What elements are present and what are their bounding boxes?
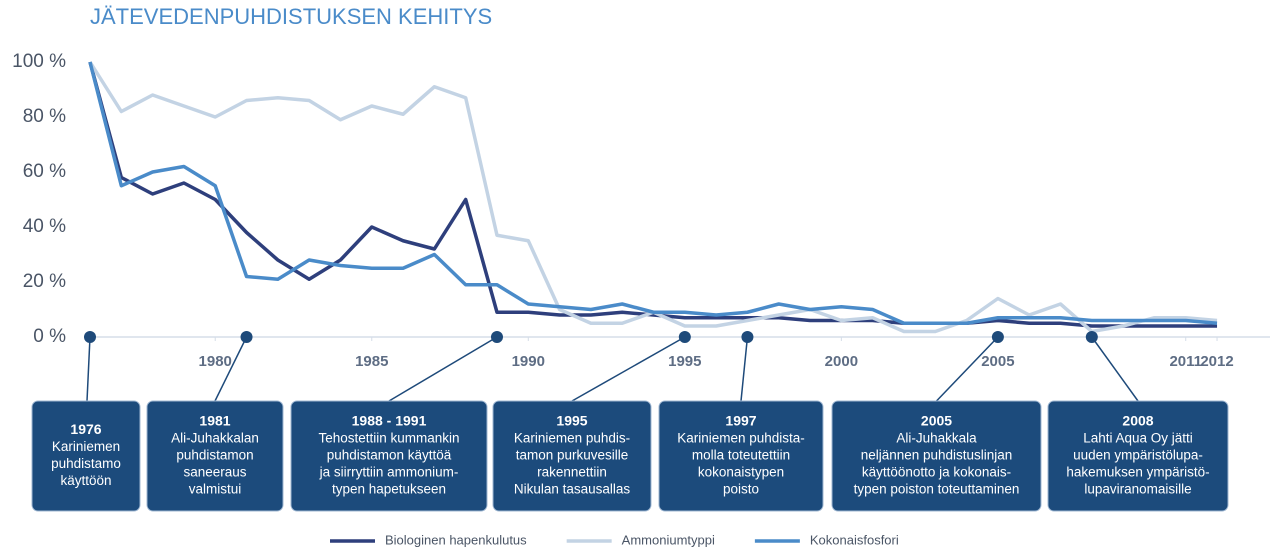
event-connector <box>388 336 498 402</box>
event-text: typen hapetukseen <box>332 482 446 497</box>
y-tick-label: 20 % <box>23 271 66 292</box>
event-connector <box>214 336 248 402</box>
event-marker <box>490 331 503 343</box>
event-text: typen poiston toteuttaminen <box>854 482 1020 497</box>
event-year: 1988 - 1991 <box>352 413 427 429</box>
event-text: neljännen puhdistuslinjan <box>861 448 1013 463</box>
event-text: kokonaistypen <box>698 465 784 480</box>
event-text: puhdistamon <box>176 448 253 463</box>
event-text: hakemuksen ympäristö- <box>1066 465 1209 480</box>
event-text: Lahti Aqua Oy jätti <box>1083 431 1193 446</box>
event-text: Kariniemen puhdis- <box>514 431 630 446</box>
event-text: puhdistamo <box>51 456 121 471</box>
x-tick-label: 2012 <box>1200 353 1233 370</box>
event-box <box>658 400 824 512</box>
event-marker <box>84 331 96 343</box>
event-text: Ali-Juhakkalan <box>171 431 259 446</box>
event-text: Kariniemen <box>52 439 120 454</box>
x-tick-label: 1985 <box>355 353 388 370</box>
event-text: valmistui <box>189 482 242 497</box>
event-marker <box>678 331 691 343</box>
x-tick-label: 2000 <box>825 353 858 370</box>
legend-label: Biologinen hapenkulutus <box>385 532 527 547</box>
y-tick-label: 40 % <box>23 216 66 237</box>
event-text: molla toteutettiin <box>692 448 790 463</box>
event-connector <box>1091 336 1139 402</box>
event-year: 1995 <box>556 413 587 429</box>
series-line <box>88 61 1218 325</box>
event-year: 2008 <box>1122 413 1153 429</box>
event-text: ja siirryttiin ammonium- <box>319 465 459 480</box>
event-connector <box>86 336 91 402</box>
event-box <box>146 400 284 512</box>
event-box <box>31 400 141 512</box>
event-year: 2005 <box>921 413 952 429</box>
event-text: Ali-Juhakkala <box>896 431 977 446</box>
event-text: Nikulan tasausallas <box>514 482 631 497</box>
event-connector <box>571 336 686 402</box>
event-connector <box>935 336 999 402</box>
event-text: uuden ympäristölupa- <box>1073 448 1203 463</box>
y-tick-label: 60 % <box>23 161 66 182</box>
event-text: lupaviranomaisille <box>1084 482 1191 497</box>
x-tick-label: 1980 <box>199 353 232 370</box>
legend-label: Ammoniumtyppi <box>622 532 715 547</box>
event-text: käyttöönotto ja kokonais- <box>862 465 1011 480</box>
event-marker <box>240 331 253 343</box>
event-year: 1997 <box>725 413 756 429</box>
event-box <box>492 400 652 512</box>
x-tick-label: 1990 <box>512 353 545 370</box>
series-line <box>88 61 1218 328</box>
event-text: Kariniemen puhdista- <box>677 431 805 446</box>
event-year: 1981 <box>199 413 230 429</box>
event-connector <box>740 336 749 402</box>
event-text: Tehostettiin kummankin <box>318 431 459 446</box>
x-tick-label: 1995 <box>668 353 701 370</box>
event-marker <box>1085 331 1098 343</box>
event-marker <box>741 331 754 343</box>
x-tick-label: 2011 <box>1169 353 1202 370</box>
chart-title: JÄTEVEDENPUHDISTUKSEN KEHITYS <box>90 4 492 29</box>
event-box <box>290 400 488 512</box>
event-text: saneeraus <box>183 465 246 480</box>
event-text: käyttöön <box>60 473 111 488</box>
event-text: rakennettiin <box>537 465 607 480</box>
event-year: 1976 <box>70 421 101 437</box>
event-text: poisto <box>723 482 759 497</box>
event-text: tamon purkuvesille <box>516 448 629 463</box>
event-box <box>831 400 1042 512</box>
y-tick-label: 0 % <box>33 326 66 347</box>
event-text: puhdistamon käyttöä <box>327 448 452 463</box>
event-marker <box>991 331 1004 343</box>
legend-label: Kokonaisfosfori <box>810 532 899 547</box>
x-tick-label: 2005 <box>981 353 1014 370</box>
event-box <box>1047 400 1229 512</box>
series-line <box>88 61 1218 334</box>
y-tick-label: 100 % <box>12 51 66 72</box>
y-tick-label: 80 % <box>23 106 66 127</box>
